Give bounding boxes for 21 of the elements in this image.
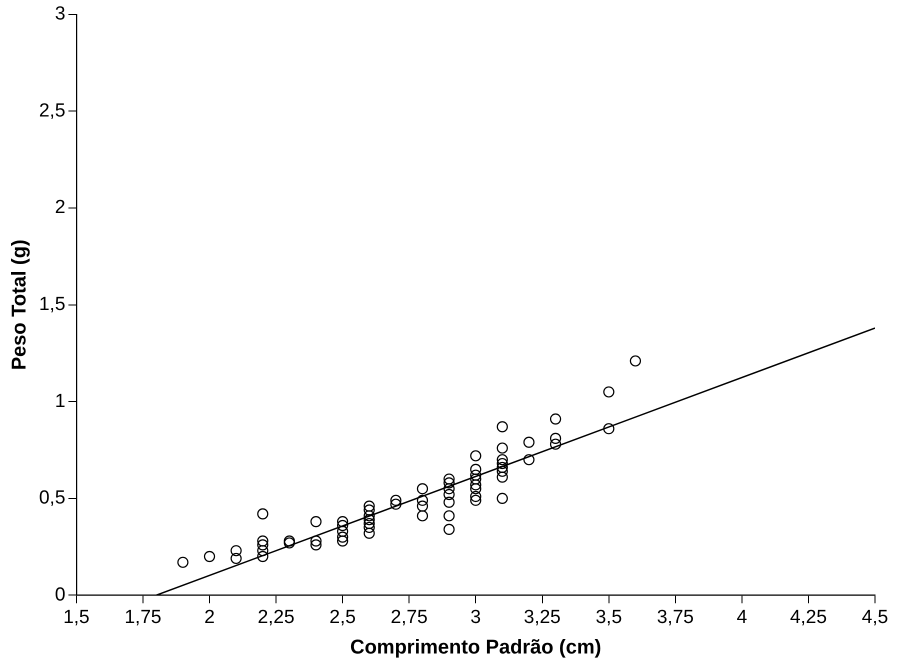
y-axis-title: Peso Total (g)	[8, 239, 31, 370]
y-tick-label: 3	[54, 4, 66, 25]
x-tick-label: 2,25	[258, 606, 295, 628]
x-tick-label: 4,25	[790, 606, 827, 628]
x-tick-label: 3,25	[524, 606, 561, 628]
y-tick-label: 0,5	[38, 488, 66, 509]
x-tick-label: 3,75	[656, 606, 694, 628]
x-tick-label: 2	[204, 606, 215, 628]
x-tick-label: 4	[736, 606, 748, 628]
x-tick-label: 3	[470, 606, 481, 628]
x-tick-label: 1,75	[124, 606, 162, 628]
x-tick-label: 2,75	[390, 606, 428, 628]
x-axis-title: Comprimento Padrão (cm)	[350, 636, 602, 659]
y-tick-label: 0	[54, 584, 66, 606]
y-tick-label: 2	[54, 197, 66, 218]
y-tick-label: 1,5	[38, 294, 66, 316]
x-tick-label: 2,5	[329, 606, 356, 628]
x-tick-label: 4,5	[862, 606, 888, 628]
y-tick-label: 2,5	[38, 100, 66, 122]
y-tick-label: 1	[54, 390, 66, 412]
x-tick-label: 3,5	[596, 606, 622, 628]
